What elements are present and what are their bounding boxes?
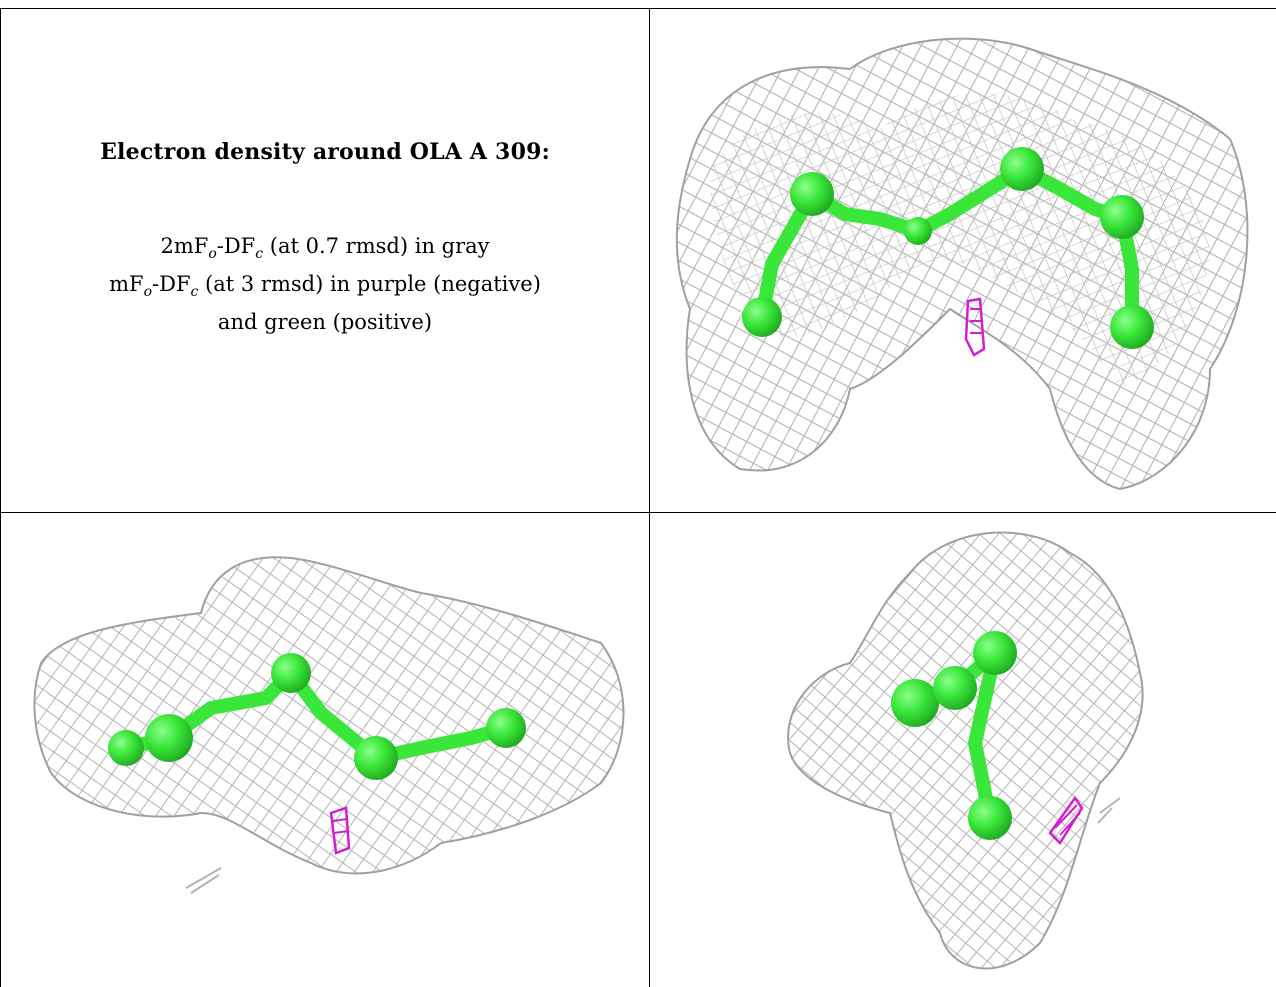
density-view-top-right xyxy=(675,37,1249,491)
negative-density-blob xyxy=(329,806,351,855)
atom xyxy=(968,796,1012,840)
atom xyxy=(1000,147,1044,191)
view-bottom-right xyxy=(650,513,1276,987)
atom xyxy=(790,172,834,216)
density-view-bottom-right xyxy=(787,531,1144,970)
atom xyxy=(1100,195,1144,239)
atom xyxy=(108,730,144,766)
atom xyxy=(354,736,398,780)
gray-mesh xyxy=(787,531,1144,970)
view-top-right xyxy=(650,9,1276,512)
panel-title: Electron density around OLA A 309: xyxy=(100,139,550,165)
border-left xyxy=(0,8,1,987)
caption-cell: Electron density around OLA A 309: 2mFo-… xyxy=(1,9,649,512)
atom xyxy=(973,631,1017,675)
atom xyxy=(1110,305,1154,349)
negative-density-blob xyxy=(964,297,986,357)
atom xyxy=(933,666,977,710)
stray-mesh-fragment xyxy=(185,867,222,894)
ligand-model xyxy=(742,147,1154,349)
gray-mesh xyxy=(675,37,1249,491)
density-view-bottom-left xyxy=(33,556,625,894)
border-middle-horizontal xyxy=(0,512,1276,513)
border-top xyxy=(0,8,1276,9)
border-middle-vertical xyxy=(649,8,650,987)
ligand-model xyxy=(891,631,1017,840)
negative-density-blob xyxy=(1048,795,1084,845)
atom xyxy=(486,708,526,748)
legend-block: 2mFo-DFc (at 0.7 rmsd) in gray mFo-DFc (… xyxy=(109,231,541,337)
atom xyxy=(891,679,939,727)
atom xyxy=(271,653,311,693)
legend-line-mfo: mFo-DFc (at 3 rmsd) in purple (negative) xyxy=(109,272,541,301)
atom xyxy=(904,217,932,245)
view-bottom-left xyxy=(1,513,649,987)
legend-line-green: and green (positive) xyxy=(217,310,433,335)
stray-mesh-fragment xyxy=(1097,797,1121,824)
atom xyxy=(145,714,193,762)
atom xyxy=(742,297,782,337)
legend-line-2mfo: 2mFo-DFc (at 0.7 rmsd) in gray xyxy=(160,234,490,263)
ligand-model xyxy=(108,653,526,780)
